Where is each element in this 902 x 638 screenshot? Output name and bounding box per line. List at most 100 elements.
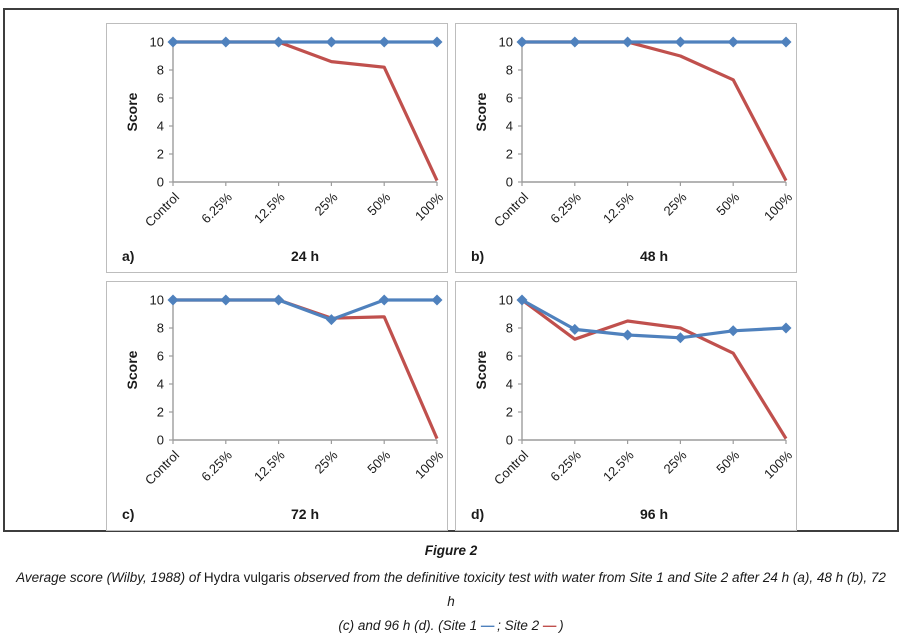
y-tick-label: 6	[505, 91, 512, 106]
diamond-marker	[727, 325, 739, 337]
x-tick-label: 25%	[311, 447, 340, 476]
chart-panel: 0 2 4 6 8 10 Control 6.25% 12.5% 25% 50% 100% Score b…	[454, 23, 797, 273]
series-line-site-2	[520, 298, 787, 440]
x-tick-label: 12.5%	[251, 189, 288, 226]
diamond-marker	[621, 329, 633, 341]
y-tick-label: 6	[505, 349, 512, 364]
y-axis-title: Score	[124, 350, 140, 389]
y-tick-label: 4	[156, 377, 163, 392]
diamond-marker	[219, 294, 231, 306]
x-tick-label: Control	[141, 447, 181, 487]
y-tick-label: 6	[156, 349, 163, 364]
diamond-marker	[378, 36, 390, 48]
caption-text: ; Site 2	[493, 618, 543, 633]
x-tick-label: 100%	[412, 447, 446, 481]
diamond-marker	[674, 36, 686, 48]
y-tick-label: 8	[156, 321, 163, 336]
diamond-marker	[219, 36, 231, 48]
diamond-marker	[167, 294, 178, 306]
x-tick-label: 6.25%	[547, 189, 584, 226]
y-tick-label: 8	[505, 63, 512, 78]
x-tick-label: Control	[141, 189, 181, 229]
diamond-marker	[325, 314, 337, 326]
caption-text: Average score (Wilby, 1988) of	[16, 570, 204, 585]
y-tick-label: 0	[156, 433, 163, 448]
caption-title: Figure 2	[424, 543, 478, 558]
x-tick-label: Control	[490, 189, 530, 229]
y-tick-label: 2	[505, 405, 512, 420]
series-line-site-2	[172, 40, 438, 182]
panel-title: 96 h	[639, 506, 667, 522]
x-tick-label: 12.5%	[251, 447, 288, 484]
x-tick-label: 50%	[364, 189, 393, 218]
y-tick-label: 4	[505, 377, 512, 392]
diamond-marker	[272, 36, 284, 48]
diamond-marker	[568, 36, 580, 48]
diamond-marker	[568, 323, 580, 335]
species-name: Hydra vulgaris	[203, 570, 291, 585]
y-tick-label: 2	[156, 147, 163, 162]
site2-legend-dash: —	[542, 618, 556, 633]
x-tick-label: 25%	[311, 189, 340, 218]
y-tick-label: 4	[156, 119, 163, 134]
panel-title: 48 h	[639, 248, 667, 264]
diamond-marker	[727, 36, 739, 48]
x-tick-label: 25%	[660, 447, 689, 476]
y-tick-label: 10	[149, 293, 163, 308]
x-tick-label: 100%	[412, 189, 446, 223]
caption-text: observed from the definitive toxicity te…	[290, 570, 886, 609]
diamond-marker	[516, 294, 527, 306]
chart: 0 2 4 6 8 10 Control 6.25% 12.5% 25% 50% 100% Score c…	[122, 293, 446, 523]
site1-legend-dash: —	[480, 618, 494, 633]
diamond-marker	[516, 36, 527, 48]
panel-letter: c)	[122, 506, 134, 522]
y-tick-label: 10	[498, 293, 512, 308]
y-tick-label: 2	[505, 147, 512, 162]
charts-grid: 0 2 4 6 8 10 Control 6.25% 12.5% 25% 50% 100% Score a…	[105, 23, 797, 531]
panel-title: 24 h	[290, 248, 318, 264]
caption-text: (c) and 96 h (d). (Site 1	[338, 618, 481, 633]
y-tick-label: 6	[156, 91, 163, 106]
chart: 0 2 4 6 8 10 Control 6.25% 12.5% 25% 50% 100% Score a…	[122, 35, 446, 265]
panel-letter: d)	[471, 506, 484, 522]
y-axis-title: Score	[124, 92, 140, 131]
chart-panel: 0 2 4 6 8 10 Control 6.25% 12.5% 25% 50% 100% Score d…	[454, 281, 797, 531]
diamond-marker	[167, 36, 178, 48]
diamond-marker	[325, 36, 337, 48]
diamond-marker	[621, 36, 633, 48]
x-tick-label: 12.5%	[600, 447, 637, 484]
x-tick-label: 100%	[761, 447, 795, 481]
y-tick-label: 0	[505, 433, 512, 448]
chart-panel: 0 2 4 6 8 10 Control 6.25% 12.5% 25% 50% 100% Score a…	[105, 23, 448, 273]
series-line-site-2	[521, 40, 787, 182]
y-tick-label: 4	[505, 119, 512, 134]
series-line-site-1	[520, 298, 786, 340]
panel-letter: a)	[122, 248, 134, 264]
x-tick-label: 6.25%	[198, 189, 235, 226]
y-tick-label: 0	[156, 175, 163, 190]
diamond-marker	[431, 294, 442, 306]
y-tick-label: 2	[156, 405, 163, 420]
series-line-site-2	[172, 298, 438, 440]
caption-text: )	[555, 618, 564, 633]
x-tick-label: 50%	[713, 447, 742, 476]
figure-2: 0 2 4 6 8 10 Control 6.25% 12.5% 25% 50% 100% Score a…	[0, 8, 902, 638]
y-tick-label: 0	[505, 175, 512, 190]
caption-line-1: Average score (Wilby, 1988) of Hydra vul…	[11, 566, 891, 614]
panel-letter: b)	[471, 248, 484, 264]
x-tick-label: 50%	[364, 447, 393, 476]
x-tick-label: 12.5%	[600, 189, 637, 226]
diamond-marker	[780, 36, 791, 48]
x-tick-label: 6.25%	[547, 447, 584, 484]
chart: 0 2 4 6 8 10 Control 6.25% 12.5% 25% 50% 100% Score b…	[471, 35, 795, 265]
y-tick-label: 8	[505, 321, 512, 336]
figure-caption: Figure 2 Average score (Wilby, 1988) of …	[0, 543, 902, 638]
y-tick-label: 10	[149, 35, 163, 50]
y-axis-title: Score	[473, 92, 489, 131]
chart-panel: 0 2 4 6 8 10 Control 6.25% 12.5% 25% 50% 100% Score c…	[105, 281, 448, 531]
diamond-marker	[780, 322, 791, 334]
charts-outer-box: 0 2 4 6 8 10 Control 6.25% 12.5% 25% 50% 100% Score a…	[3, 8, 899, 532]
diamond-marker	[674, 332, 686, 344]
x-tick-label: 25%	[660, 189, 689, 218]
diamond-marker	[378, 294, 390, 306]
